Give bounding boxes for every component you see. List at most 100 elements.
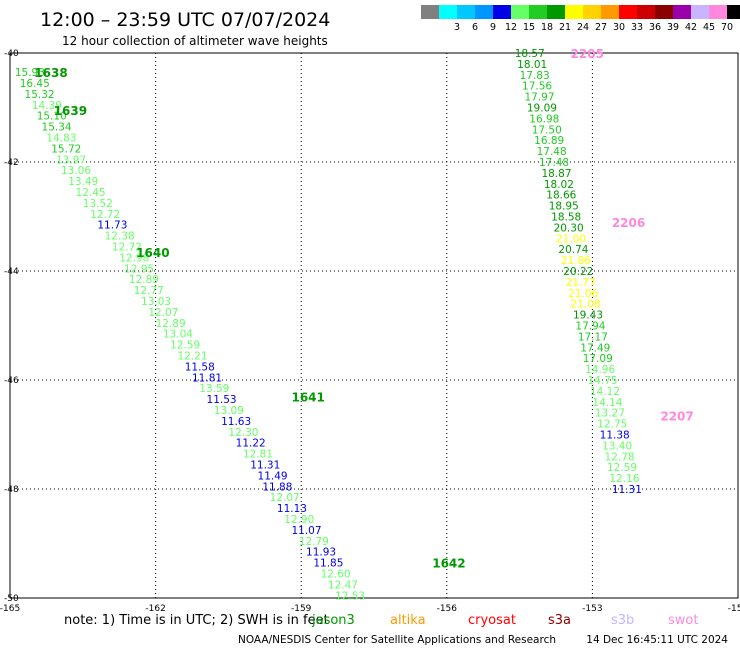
swh-value: 12.77 [134, 285, 164, 297]
swh-value: 13.09 [214, 405, 244, 417]
swh-value: 12.47 [328, 579, 358, 591]
swh-value: 11.81 [192, 372, 222, 384]
swh-value: 19.09 [527, 103, 557, 115]
swh-value: 17.94 [575, 321, 605, 333]
swh-value: 11.85 [313, 558, 343, 570]
color-swatch [583, 5, 601, 19]
swh-value: 13.52 [83, 198, 113, 210]
legend-s3b: s3b [611, 613, 634, 628]
swh-value: 20.22 [563, 266, 593, 278]
swh-value: 12.16 [609, 473, 639, 485]
swh-value: 17.48 [537, 146, 567, 158]
swh-value: 11.53 [207, 394, 237, 406]
legend-s3a: s3a [548, 613, 571, 628]
swh-value: 12.95 [124, 263, 154, 275]
swh-value: 18.57 [515, 48, 545, 60]
color-swatch [529, 5, 547, 19]
swh-value: 12.72 [112, 241, 142, 253]
y-tick-label: -44 [4, 267, 19, 277]
swh-value: 12.78 [605, 451, 635, 463]
color-tick-label: 18 [541, 22, 553, 33]
swh-value: 14.75 [588, 375, 618, 387]
swh-value: 11.63 [221, 416, 251, 428]
y-tick-label: -50 [4, 594, 19, 604]
legend-jason3: jason3 [311, 613, 355, 628]
color-tick-label: 36 [649, 22, 661, 33]
axis-ticks: -165 -162 -159 -156 -153 -150 -40 -42 -44 -46 -48 -… [0, 49, 740, 614]
swh-value: 18.02 [544, 179, 574, 191]
color-tick-label: 45 [703, 22, 715, 33]
chart-subtitle: 12 hour collection of altimeter wave hei… [62, 34, 328, 48]
color-swatch [547, 5, 565, 19]
swh-value: 11.38 [600, 430, 630, 442]
swh-value: 17.09 [583, 353, 613, 365]
swh-value: 18.66 [546, 190, 576, 202]
swh-value: 13.97 [56, 154, 86, 166]
swh-value: 12.30 [228, 427, 258, 439]
color-swatch [691, 5, 709, 19]
y-tick-label: -40 [4, 49, 19, 59]
color-swatch [565, 5, 583, 19]
swh-value: 12.07 [148, 307, 178, 319]
swh-value: 20.74 [558, 244, 588, 256]
color-tick-label: 6 [472, 22, 478, 33]
color-swatch [673, 5, 691, 19]
x-tick-label: -150 [728, 604, 740, 614]
swh-value: 11.31 [612, 484, 642, 496]
color-swatch [439, 5, 457, 19]
swh-value: 16.89 [534, 135, 564, 147]
color-tick-label: 12 [505, 22, 517, 33]
swh-value: 15.32 [25, 89, 55, 101]
color-swatch [493, 5, 511, 19]
color-tick-label: 3 [454, 22, 460, 33]
swh-value: 11.93 [306, 547, 336, 559]
data-points: 15.9316.4515.3214.3915.1015.3414.8315.72… [15, 48, 642, 602]
color-swatch [655, 5, 673, 19]
swh-value: 13.27 [595, 408, 625, 420]
swh-value: 17.48 [539, 157, 569, 169]
pass-time-label: 2206 [612, 216, 645, 230]
swh-value: 12.81 [243, 449, 273, 461]
swh-value: 12.45 [76, 187, 106, 199]
swh-value: 14.14 [592, 397, 622, 409]
swh-value: 11.49 [258, 470, 288, 482]
swh-value: 13.06 [61, 165, 91, 177]
color-tick-label: 33 [631, 22, 643, 33]
x-tick-label: -153 [582, 604, 602, 614]
legend-altika: altika [390, 613, 426, 628]
color-swatch [727, 5, 740, 19]
y-tick-label: -42 [4, 158, 19, 168]
color-swatch [619, 5, 637, 19]
swh-value: 19.43 [573, 310, 603, 322]
swh-value: 14.96 [585, 364, 615, 376]
swh-value: 13.04 [163, 329, 193, 341]
color-tick-label: 39 [667, 22, 679, 33]
swh-value: 11.88 [262, 481, 292, 493]
pass-time-label: 2207 [660, 409, 693, 423]
swh-value: 15.93 [15, 67, 45, 79]
swh-value: 21.00 [556, 233, 586, 245]
swh-value: 12.79 [299, 536, 329, 548]
color-swatch [709, 5, 727, 19]
swh-value: 14.12 [590, 386, 620, 398]
plot-frame [9, 52, 739, 599]
color-swatch [601, 5, 619, 19]
swh-value: 13.59 [199, 383, 229, 395]
gridlines [10, 53, 738, 598]
units-note: note: 1) Time is in UTC; 2) SWH is in fe… [64, 613, 329, 628]
plot-area: -165 -162 -159 -156 -153 -150 -40 -42 -44 -46 -48 -… [0, 47, 740, 614]
y-tick-label: -46 [4, 376, 19, 386]
swh-value: 12.89 [156, 318, 186, 330]
swh-value: 18.01 [517, 59, 547, 71]
legend-swot: swot [668, 613, 698, 628]
satellite-legend: jason3 altika cryosat s3a s3b swot [311, 613, 698, 628]
pass-time-label: 2205 [571, 47, 604, 61]
swh-value: 21.06 [568, 288, 598, 300]
pass-time-label: 1638 [34, 66, 67, 80]
x-tick-label: -162 [145, 604, 165, 614]
chart-title: 12:00 – 23:59 UTC 07/07/2024 [40, 9, 330, 31]
swh-value: 14.39 [32, 100, 62, 112]
x-tick-label: -156 [437, 604, 458, 614]
footer-timestamp: 14 Dec 16:45:11 UTC 2024 [586, 634, 728, 646]
swh-value: 11.58 [185, 361, 215, 373]
